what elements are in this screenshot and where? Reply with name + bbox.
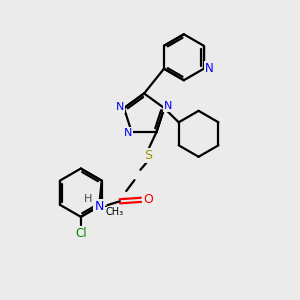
Text: N: N bbox=[164, 101, 172, 111]
Text: CH₃: CH₃ bbox=[106, 207, 124, 218]
Text: Cl: Cl bbox=[75, 226, 87, 239]
Text: N: N bbox=[116, 102, 124, 112]
Text: N: N bbox=[94, 200, 104, 213]
Text: N: N bbox=[205, 62, 213, 75]
Text: H: H bbox=[84, 194, 92, 204]
Text: S: S bbox=[144, 149, 152, 163]
Text: N: N bbox=[124, 128, 132, 138]
Text: O: O bbox=[143, 193, 153, 206]
